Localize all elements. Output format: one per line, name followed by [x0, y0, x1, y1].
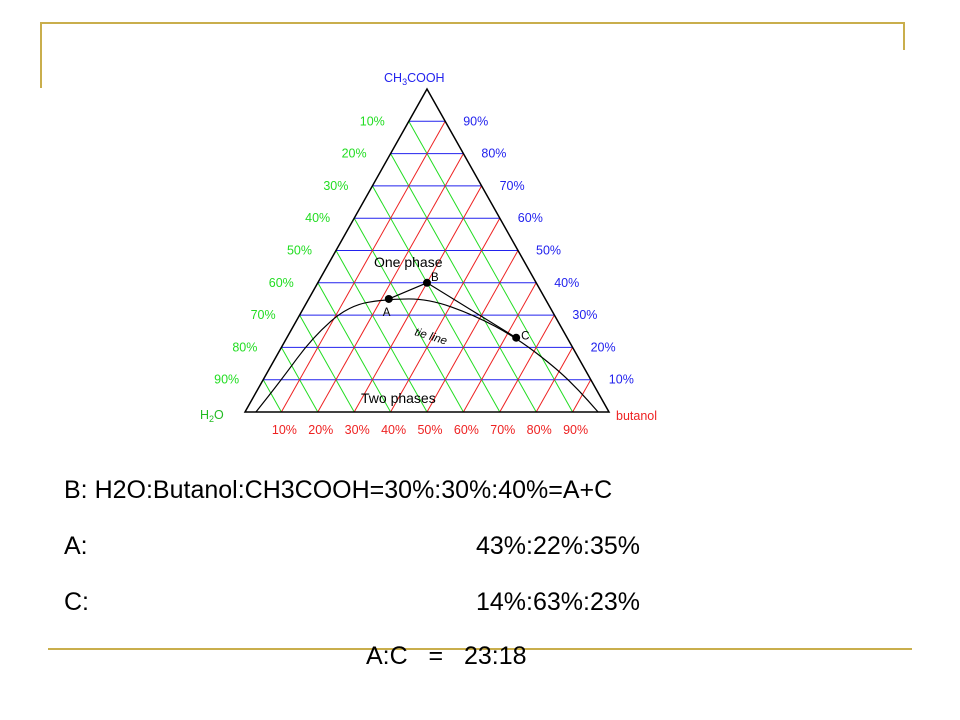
composition-label-c: C: [64, 588, 89, 616]
point-a [384, 294, 393, 303]
green-tick-label: 70% [251, 308, 276, 322]
green-grid-line [371, 185, 501, 413]
frame-top-rule [40, 22, 904, 24]
apex-label-acetic-acid: CH3COOH [384, 71, 445, 87]
blue-tick-label: 60% [518, 211, 543, 225]
blue-tick-label: 30% [572, 308, 597, 322]
blue-tick-label: 50% [536, 244, 561, 258]
point-c [512, 333, 521, 342]
red-tick-label: 40% [381, 423, 406, 437]
red-grid-line [280, 121, 446, 413]
composition-line-b: B: H2O:Butanol:CH3COOH=30%:30%:40%=A+C [64, 476, 613, 504]
apex-label-butanol: butanol [616, 409, 657, 423]
blue-tick-label: 80% [481, 147, 506, 161]
apex-label-water: H2O [200, 408, 224, 424]
green-tick-label: 40% [305, 211, 330, 225]
green-tick-label: 50% [287, 244, 312, 258]
composition-points: A B C [383, 272, 530, 343]
triangle-outline [243, 87, 611, 413]
red-tick-label: 30% [345, 423, 370, 437]
point-label-b: B [431, 272, 439, 284]
green-tick-label: 60% [269, 276, 294, 290]
binodal-curve [255, 298, 599, 413]
region-label-two-phases: Two phases [361, 390, 436, 406]
tie-line-label: tie line [413, 326, 448, 347]
red-tick-label: 70% [490, 423, 515, 437]
red-grid-line [426, 250, 519, 413]
point-label-c: C [521, 331, 529, 343]
green-grid-line [335, 250, 428, 413]
green-tick-label: 20% [342, 147, 367, 161]
frame-left-rule [40, 22, 42, 88]
frame-bottom-rule [48, 648, 912, 650]
red-grid-line [572, 379, 592, 413]
green-tick-label: 80% [232, 340, 257, 354]
ratio-line: A:C = 23:18 [366, 642, 527, 670]
blue-tick-label: 90% [463, 114, 488, 128]
blue-tick-label: 20% [591, 340, 616, 354]
blue-tick-label: 70% [500, 179, 525, 193]
red-grid-line [390, 217, 501, 413]
composition-label-a: A: [64, 532, 88, 560]
green-grid-line [408, 121, 574, 413]
green-tick-label: 10% [360, 114, 385, 128]
red-grid-line [499, 314, 555, 413]
red-tick-label: 60% [454, 423, 479, 437]
red-grid-line [462, 282, 537, 413]
red-tick-label: 50% [417, 423, 442, 437]
point-b [423, 278, 431, 287]
red-grid-line [535, 347, 574, 413]
region-label-one-phase: One phase [374, 254, 443, 270]
blue-tick-label: 40% [554, 276, 579, 290]
green-grid-line [299, 314, 355, 413]
point-label-a: A [383, 307, 391, 319]
blue-tick-label: 10% [609, 373, 634, 387]
red-grid-line [317, 153, 464, 413]
tick-labels: 90% 10% 10% 80% 20% 20% 70% 30% 30% 60% 40% 40% 50% 5… [214, 114, 634, 437]
composition-value-c: 14%:63%:23% [476, 588, 641, 616]
composition-value-a: 43%:22%:35% [476, 532, 641, 560]
red-tick-label: 80% [527, 423, 552, 437]
green-tick-label: 30% [323, 179, 348, 193]
red-tick-label: 20% [308, 423, 333, 437]
red-tick-label: 90% [563, 423, 588, 437]
green-tick-label: 90% [214, 373, 239, 387]
green-grid-line [262, 379, 282, 413]
frame-right-rule [903, 22, 905, 50]
tie-line [388, 282, 517, 339]
red-tick-label: 10% [272, 423, 297, 437]
